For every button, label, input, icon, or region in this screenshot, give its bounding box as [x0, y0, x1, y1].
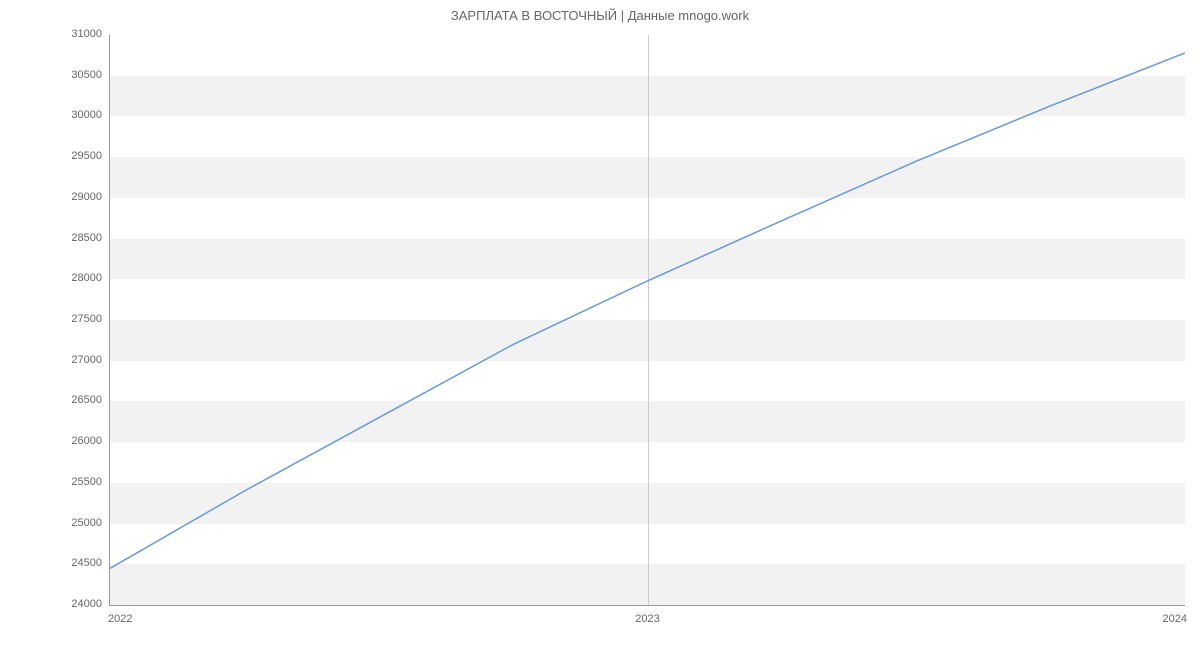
- y-tick-label: 24500: [42, 557, 102, 569]
- y-tick-label: 26000: [42, 435, 102, 447]
- salary-chart: ЗАРПЛАТА В ВОСТОЧНЫЙ | Данные mnogo.work…: [0, 0, 1200, 650]
- x-tick-label: 2022: [108, 613, 168, 625]
- x-axis-line: [109, 605, 1185, 606]
- line-series: [110, 35, 1185, 605]
- y-tick-label: 29500: [42, 150, 102, 162]
- y-tick-label: 27000: [42, 354, 102, 366]
- x-tick-label: 2023: [618, 613, 678, 625]
- y-tick-label: 24000: [42, 598, 102, 610]
- chart-title: ЗАРПЛАТА В ВОСТОЧНЫЙ | Данные mnogo.work: [0, 8, 1200, 23]
- y-tick-label: 28500: [42, 232, 102, 244]
- plot-area: [110, 35, 1185, 605]
- x-tick-label: 2024: [1127, 613, 1187, 625]
- y-tick-label: 31000: [42, 28, 102, 40]
- y-tick-label: 27500: [42, 313, 102, 325]
- y-tick-label: 29000: [42, 191, 102, 203]
- y-tick-label: 28000: [42, 272, 102, 284]
- y-tick-label: 30000: [42, 109, 102, 121]
- y-tick-label: 25000: [42, 517, 102, 529]
- y-tick-label: 30500: [42, 69, 102, 81]
- y-tick-label: 25500: [42, 476, 102, 488]
- y-tick-label: 26500: [42, 394, 102, 406]
